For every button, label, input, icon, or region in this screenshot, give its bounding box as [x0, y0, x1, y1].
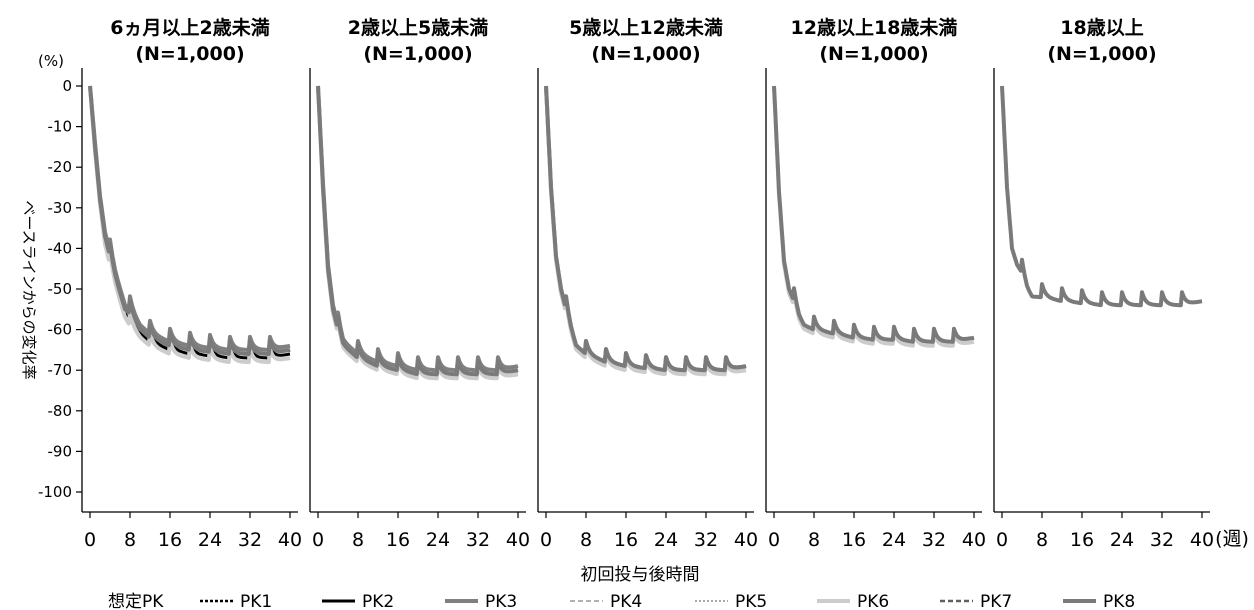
- series-line-pk3: [88, 85, 291, 352]
- series-line-pk8: [1000, 85, 1203, 308]
- panel-title: 6ヵ月以上2歳未満: [110, 16, 269, 39]
- panel-1: 6ヵ月以上2歳未満 (N=1,000) 0 8 16 24 32 40 0 -10 -20 -30 -4…: [38, 16, 302, 551]
- x-tick-label: 0: [540, 529, 552, 551]
- x-tick-label: 16: [614, 529, 638, 551]
- y-tick-label: -60: [48, 321, 73, 339]
- panel-subtitle: (N=1,000): [591, 43, 700, 65]
- x-tick-label: 40: [734, 529, 758, 551]
- panel-title: 12歳以上18歳未満: [791, 16, 958, 39]
- series-line-pk6: [316, 85, 519, 381]
- panel-subtitle: (N=1,000): [819, 43, 928, 65]
- panel-subtitle: (N=1,000): [1047, 43, 1156, 65]
- y-tick-label: -10: [48, 118, 73, 136]
- legend-item-pk6: PK6: [817, 592, 889, 610]
- legend-label: PK2: [362, 592, 394, 610]
- y-unit-label: (%): [38, 52, 64, 70]
- series-line-pk1: [88, 85, 291, 356]
- x-tick-label: 32: [238, 529, 262, 551]
- panel-2: 2歳以上5歳未満 (N=1,000) 0 8 16 24 32 40: [309, 16, 530, 551]
- x-tick-label: 8: [580, 529, 592, 551]
- series-line-pk3: [544, 85, 747, 373]
- legend-item-pk1: PK1: [200, 592, 272, 610]
- y-tick-label: -20: [48, 158, 73, 176]
- panel-title: 5歳以上12歳未満: [569, 16, 723, 39]
- series-line-pk8: [316, 85, 519, 377]
- series-line-pk6: [544, 85, 747, 377]
- panel-4: 12歳以上18歳未満 (N=1,000) 0 8 16 24 32 40: [765, 16, 986, 551]
- legend-label: PK5: [735, 592, 767, 610]
- panel-5: 18歳以上 (N=1,000) 0 8 16 24 32 40: [993, 17, 1214, 551]
- legend: 想定PK PK1 PK2 PK3 PK4 PK5 PK6 PK7 PK8: [108, 592, 1135, 610]
- legend-label: PK6: [857, 592, 889, 610]
- y-tick-label: -100: [38, 483, 72, 501]
- legend-label: PK8: [1103, 592, 1135, 610]
- panel-3: 5歳以上12歳未満 (N=1,000) 0 8 16 24 32 40: [537, 16, 758, 551]
- x-tick-label: 8: [1036, 529, 1048, 551]
- x-tick-label: 0: [84, 529, 96, 551]
- series-line-pk8: [544, 85, 747, 373]
- series-line-pk8: [88, 85, 291, 356]
- series-line-pk6: [772, 85, 975, 348]
- x-tick-label: 24: [426, 529, 450, 551]
- series-line-pk2: [88, 85, 291, 360]
- panel-title: 2歳以上5歳未満: [348, 16, 488, 39]
- legend-label: PK1: [240, 592, 272, 610]
- x-tick-label: 40: [506, 529, 530, 551]
- x-tick-label: 16: [158, 529, 182, 551]
- y-axis-label: ベースラインからの変化率: [20, 200, 38, 379]
- x-tick-label: 8: [124, 529, 136, 551]
- legend-item-pk7: PK7: [940, 592, 1012, 610]
- series-line-pk3: [316, 85, 519, 373]
- y-tick-label: -70: [48, 361, 73, 379]
- y-tick-label: -50: [48, 280, 73, 298]
- x-tick-label: 32: [1150, 529, 1174, 551]
- x-tick-label: 32: [466, 529, 490, 551]
- x-tick-label: 32: [922, 529, 946, 551]
- x-tick-label: 0: [312, 529, 324, 551]
- x-tick-label: 32: [694, 529, 718, 551]
- x-tick-label: 24: [882, 529, 906, 551]
- panel-subtitle: (N=1,000): [135, 43, 244, 65]
- x-tick-label: 8: [352, 529, 364, 551]
- y-tick-label: 0: [62, 77, 72, 95]
- legend-item-pk8: PK8: [1063, 592, 1135, 610]
- legend-label: PK7: [980, 592, 1012, 610]
- legend-item-pk5: PK5: [695, 592, 767, 610]
- x-tick-label: 24: [198, 529, 222, 551]
- series-line-pk8: [772, 85, 975, 344]
- x-tick-label: 24: [1110, 529, 1134, 551]
- x-unit-label: (週): [1215, 528, 1249, 550]
- y-tick-label: -90: [48, 442, 73, 460]
- x-tick-label: 40: [962, 529, 986, 551]
- x-tick-label: 0: [996, 529, 1008, 551]
- y-tick-label: -30: [48, 199, 73, 217]
- legend-item-pk2: PK2: [322, 592, 394, 610]
- legend-label: PK4: [610, 592, 642, 610]
- legend-item-pk4: PK4: [570, 592, 642, 610]
- panel-title: 18歳以上: [1060, 17, 1143, 39]
- x-tick-label: 16: [386, 529, 410, 551]
- x-tick-label: 16: [842, 529, 866, 551]
- legend-label: PK3: [485, 592, 517, 610]
- legend-title: 想定PK: [108, 592, 164, 610]
- legend-item-pk3: PK3: [445, 592, 517, 610]
- x-tick-label: 40: [278, 529, 302, 551]
- x-tick-label: 24: [654, 529, 678, 551]
- x-tick-label: 16: [1070, 529, 1094, 551]
- series-line-pk6: [88, 85, 291, 365]
- panel-subtitle: (N=1,000): [363, 43, 472, 65]
- x-tick-label: 8: [808, 529, 820, 551]
- series-line-pk1: [316, 85, 519, 376]
- x-tick-label: 0: [768, 529, 780, 551]
- x-axis-label: 初回投与後時間: [581, 565, 700, 585]
- y-tick-label: -40: [48, 239, 73, 257]
- y-tick-label: -80: [48, 402, 73, 420]
- x-tick-label: 40: [1190, 529, 1214, 551]
